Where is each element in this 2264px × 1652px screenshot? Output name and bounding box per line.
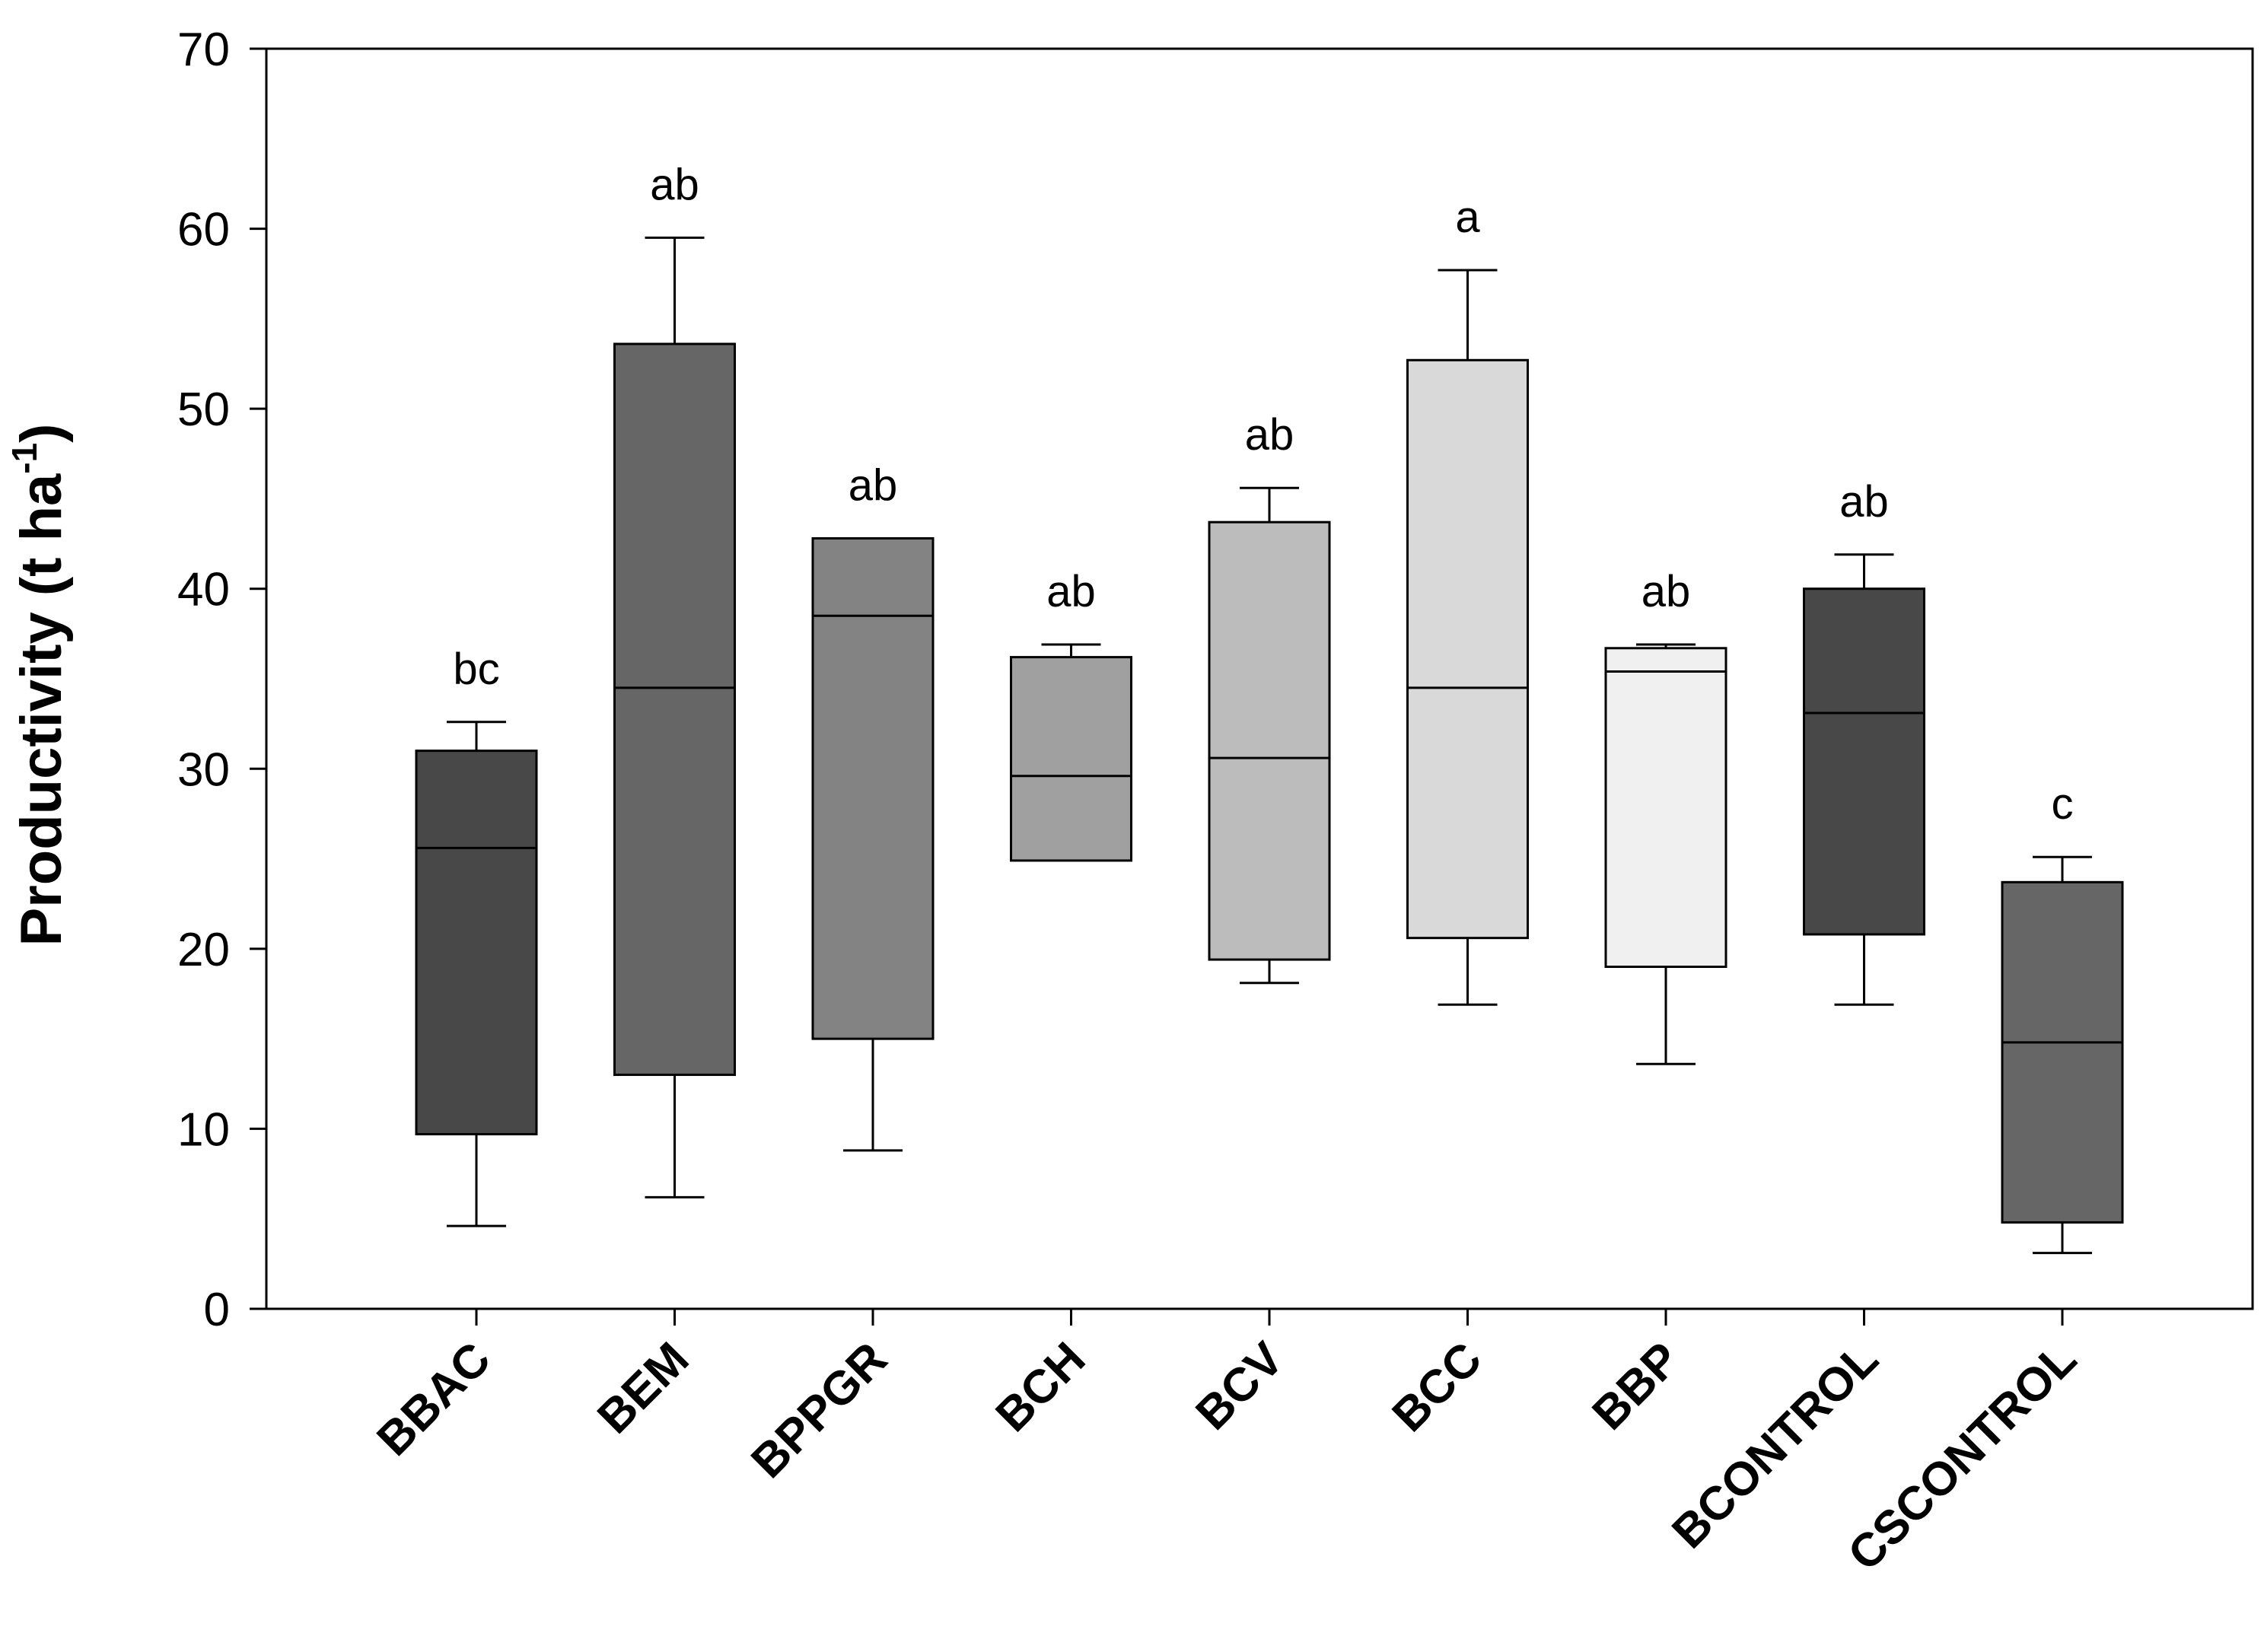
significance-letter-bcontrol: ab — [1839, 477, 1889, 527]
box-bcv: ab — [1208, 410, 1331, 985]
x-tick-label-bbp: BBP — [1583, 1332, 1690, 1440]
box-rect-bcc — [1406, 358, 1529, 940]
significance-letter-bem: ab — [650, 160, 699, 209]
significance-letter-bcv: ab — [1245, 410, 1294, 460]
box-cscontrol: c — [2001, 779, 2124, 1255]
y-tick-label-40: 40 — [177, 564, 230, 616]
y-axis-title: Productivity (t ha-1) — [5, 424, 74, 947]
x-tick-label-bcontrol: BCONTROL — [1662, 1332, 1888, 1558]
box-rect-bbp — [1604, 647, 1727, 969]
box-rect-bcontrol — [1803, 587, 1925, 936]
box-rect-bem — [613, 342, 736, 1076]
x-tick-label-bcc: BCC — [1383, 1332, 1492, 1442]
box-bppgr: ab — [811, 460, 935, 1152]
y-tick-label-50: 50 — [177, 384, 230, 436]
box-bbac: bc — [415, 645, 538, 1227]
y-axis-title-close: ) — [9, 424, 74, 443]
box-rect-bbac — [415, 750, 538, 1136]
box-rect-bppgr — [811, 536, 935, 1040]
x-tick-label-bbac: BBAC — [367, 1332, 500, 1466]
y-axis-title-superscript: -1 — [5, 443, 44, 474]
box-rect-bch — [1010, 656, 1132, 862]
box-bcontrol: ab — [1803, 477, 1925, 1006]
y-tick-label-20: 20 — [177, 924, 230, 976]
significance-letter-bppgr: ab — [849, 460, 898, 510]
significance-letter-bbac: bc — [453, 645, 499, 694]
box-bch: ab — [1010, 567, 1132, 862]
x-tick-label-bppgr: BPPGR — [741, 1332, 897, 1488]
y-axis: 0 10 20 30 40 50 60 70 — [177, 24, 266, 1336]
y-tick-label-10: 10 — [177, 1103, 230, 1156]
y-axis-title-main: Productivity (t ha — [9, 473, 74, 946]
box-rect-bcv — [1208, 520, 1331, 961]
y-tick-label-60: 60 — [177, 204, 230, 256]
y-tick-label-30: 30 — [177, 743, 230, 796]
significance-letter-bbp: ab — [1641, 567, 1691, 616]
significance-letter-cscontrol: c — [2052, 779, 2074, 829]
box-rect-cscontrol — [2001, 880, 2124, 1224]
box-bbp: ab — [1604, 567, 1727, 1065]
significance-letter-bch: ab — [1046, 567, 1096, 616]
significance-letter-bcc: a — [1455, 193, 1480, 242]
x-tick-label-bcv: BCV — [1186, 1332, 1294, 1440]
plot-frame — [265, 47, 2254, 1310]
box-bcc: a — [1406, 193, 1529, 1006]
y-tick-label-70: 70 — [177, 24, 230, 76]
boxes-group: bc ab ab ab ab a ab ab c — [415, 160, 2124, 1255]
y-tick-label-0: 0 — [204, 1284, 230, 1336]
x-tick-label-bem: BEM — [587, 1332, 699, 1444]
x-tick-label-bch: BCH — [986, 1332, 1096, 1442]
box-bem: ab — [613, 160, 736, 1198]
x-axis: BBAC BEM BPPGR BCH BCV BCC BBPBCONTROLCSCONTRO… — [367, 1309, 2087, 1581]
